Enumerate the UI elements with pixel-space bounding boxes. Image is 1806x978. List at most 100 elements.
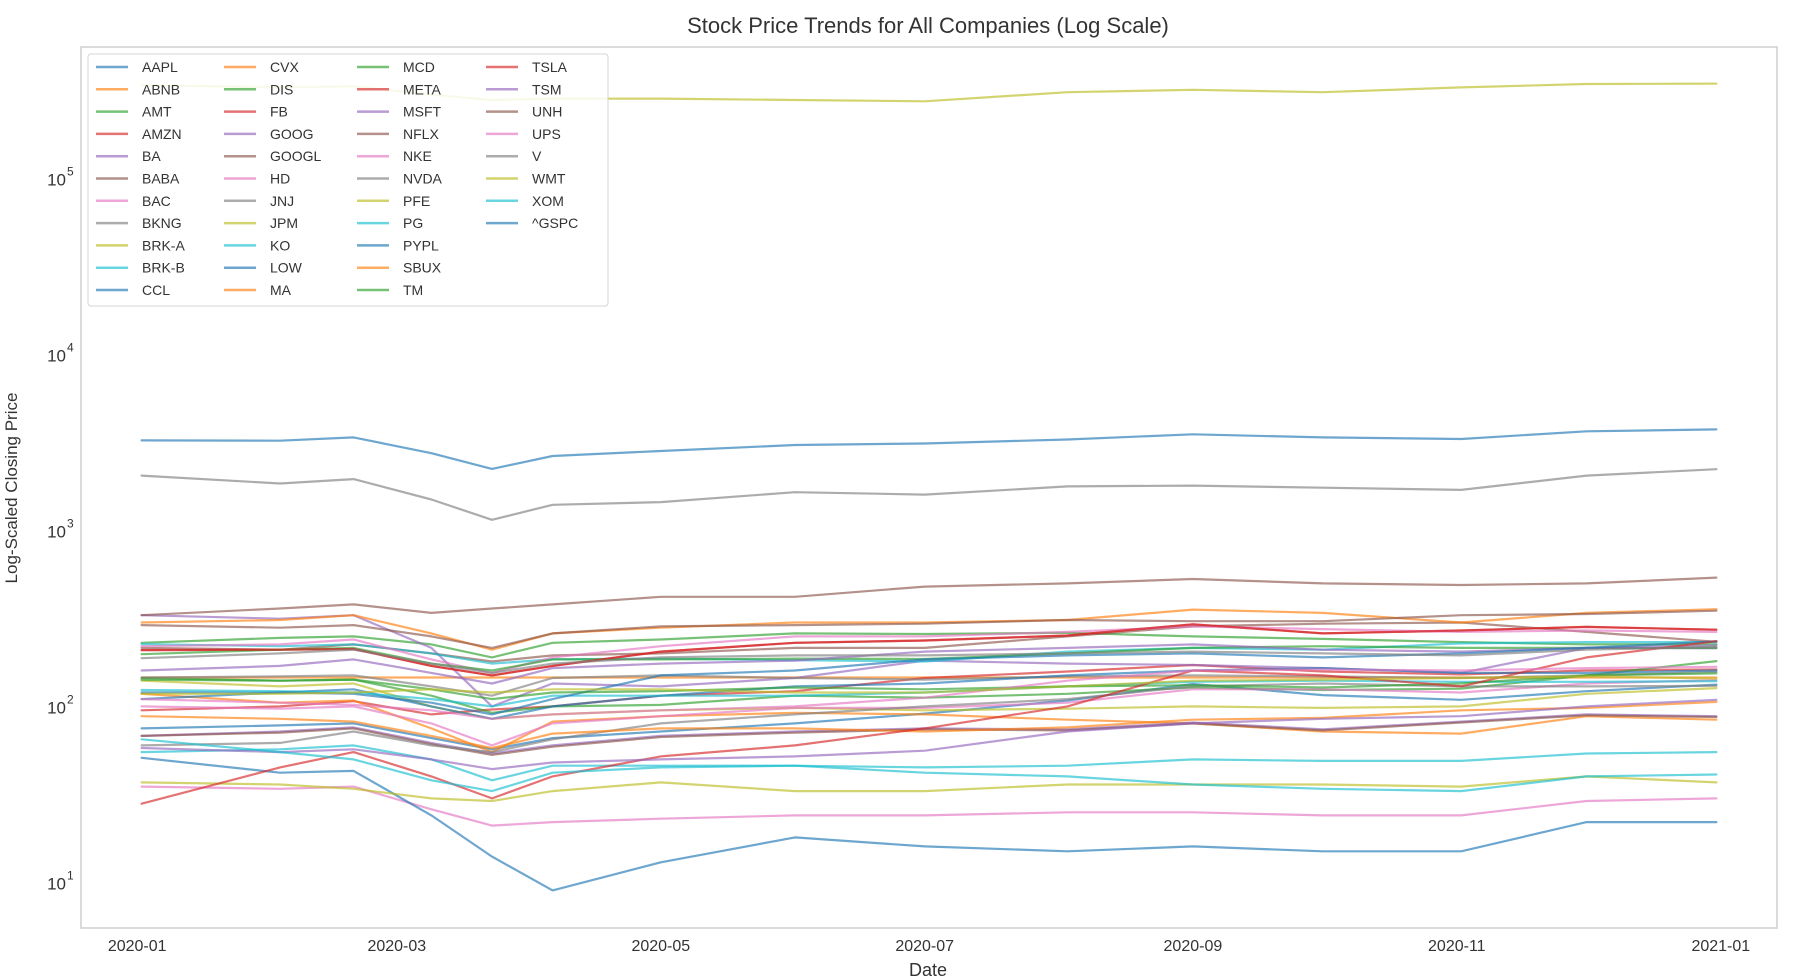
series-line-ma [140,608,1718,651]
series-line-wmt [140,675,1718,695]
series-line-unh [140,609,1718,650]
legend-label: PFE [403,193,430,209]
legend-label: BA [142,148,161,164]
legend-label: SBUX [403,260,442,276]
series-line-pg [140,679,1718,708]
legend-label: NVDA [403,171,443,187]
x-tick-label: 2020-07 [895,938,954,955]
legend-entry-ma: MA [224,282,292,298]
legend-entry-abnb: ABNB [96,81,180,97]
legend-entry-ba: BA [96,148,161,164]
y-tick-label: 10 2 [47,692,74,717]
y-tick-base: 10 [47,171,66,190]
legend-entry-low: LOW [224,260,303,276]
legend-entry-sbux: SBUX [357,260,442,276]
series-line-msft [140,643,1718,685]
legend-entry-ko: KO [224,237,290,253]
y-tick-exponent: 1 [67,868,74,882]
series-line-mcd [140,645,1718,672]
legend-label: UPS [532,126,561,142]
legend-entry-amzn: AMZN [96,126,182,142]
series-line-ccl [140,756,1718,892]
series-line-googl [140,714,1718,757]
legend-label: GOOG [270,126,314,142]
legend-label: ^GSPC [532,215,578,231]
x-tick-label: 2020-05 [631,938,690,955]
legend-label: PYPL [403,237,439,253]
legend-label: WMT [532,171,566,187]
legend-entry-aapl: AAPL [96,59,178,75]
legend-entry-amt: AMT [96,104,172,120]
series-line-ups [140,665,1718,720]
legend-entry-goog: GOOG [224,126,314,142]
y-tick-label: 10 3 [47,517,74,542]
y-tick-exponent: 3 [67,517,74,531]
y-axis-label: Log-Scaled Closing Price [2,393,21,584]
legend-label: KO [270,237,290,253]
legend-label: AMT [142,104,172,120]
y-tick-label: 10 5 [47,165,74,190]
legend-entry-bac: BAC [96,193,171,209]
legend-entry-fb: FB [224,104,288,120]
legend-entry-mcd: MCD [357,59,435,75]
legend-entry-pfe: PFE [357,193,430,209]
legend-entry-dis: DIS [224,81,293,97]
legend-label: JPM [270,215,298,231]
legend-entry-tsm: TSM [486,81,562,97]
legend-label: BABA [142,171,180,187]
legend-entry-msft: MSFT [357,104,442,120]
legend-label: GOOGL [270,148,322,164]
series-line-gspc [140,428,1718,470]
legend-entry-ccl: CCL [96,282,170,298]
y-tick-exponent: 2 [67,692,74,706]
x-tick-label: 2020-09 [1164,938,1223,955]
legend-label: TSM [532,81,562,97]
series-line-sbux [140,700,1718,750]
legend-label: JNJ [270,193,294,209]
legend-entry-nflx: NFLX [357,126,439,142]
legend-label: V [532,148,542,164]
legend-entry-unh: UNH [486,104,562,120]
legend-entry-cvx: CVX [224,59,299,75]
y-tick-base: 10 [47,698,66,717]
legend-entry-tsla: TSLA [486,59,568,75]
y-tick-label: 10 4 [47,341,74,366]
series-line-pfe [140,775,1718,803]
legend-entry-pg: PG [357,215,423,231]
legend-label: PG [403,215,423,231]
series-line-nke [140,678,1718,747]
legend-label: DIS [270,81,293,97]
series-line-bac [140,785,1718,827]
legend-label: BRK-A [142,237,185,253]
series-line-tm [140,672,1718,701]
legend-entry-gspc: ^GSPC [486,215,578,231]
series-line-aapl [140,682,1718,751]
legend-entry-v: V [486,148,542,164]
y-tick-base: 10 [47,874,66,893]
legend-entry-jpm: JPM [224,215,298,231]
legend-label: FB [270,104,288,120]
x-tick-label: 2021-01 [1691,938,1750,955]
legend-entry-jnj: JNJ [224,193,294,209]
legend-label: NKE [403,148,432,164]
legend-label: CCL [142,282,170,298]
legend-label: XOM [532,193,564,209]
legend-entry-wmt: WMT [486,171,566,187]
legend-entry-googl: GOOGL [224,148,322,164]
legend-box [87,53,609,307]
x-tick-label: 2020-01 [108,938,167,955]
series-line-bkng [140,468,1718,521]
series-line-nflx [140,576,1718,617]
legend-label: TM [403,282,423,298]
legend-label: UNH [532,104,562,120]
x-tick-label: 2020-03 [367,938,426,955]
legend-label: MA [270,282,292,298]
chart-title: Stock Price Trends for All Companies (Lo… [687,13,1169,38]
series-line-xom [140,738,1718,793]
y-tick-base: 10 [47,347,66,366]
series-line-tsm [140,698,1718,771]
legend-entry-xom: XOM [486,193,564,209]
legend-label: BKNG [142,215,182,231]
